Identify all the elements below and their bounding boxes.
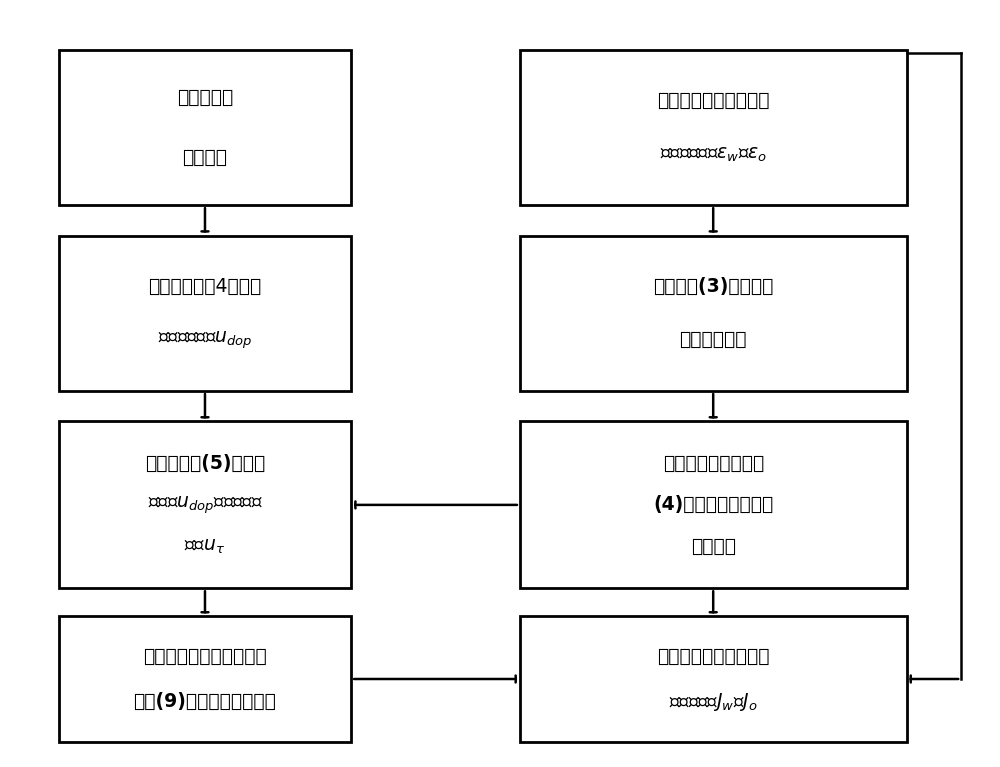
Text: 结合分相含率计算两相: 结合分相含率计算两相 (657, 647, 769, 666)
Bar (59, 235, 351, 391)
Text: 平均流速: 平均流速 (691, 537, 736, 556)
Bar (59, 421, 351, 588)
Text: 采集电学传感器信号并: 采集电学传感器信号并 (657, 91, 769, 110)
Text: 采集超声多: 采集超声多 (177, 87, 233, 107)
Text: 根据公式(3)计算管道: 根据公式(3)计算管道 (653, 277, 773, 296)
Text: 勒速度$u_{dop}$计算边界层: 勒速度$u_{dop}$计算边界层 (148, 494, 262, 515)
Text: 内的流速分布: 内的流速分布 (679, 331, 747, 350)
Bar (59, 50, 351, 206)
Bar (520, 617, 907, 742)
Bar (520, 421, 907, 588)
Bar (520, 50, 907, 206)
Text: 流分相流速$\mathit{J_w}$与$\mathit{J_o}$: 流分相流速$\mathit{J_w}$与$\mathit{J_o}$ (669, 691, 757, 713)
Text: 计算分相含率$\mathit{\varepsilon_w}$与$\mathit{\varepsilon_o}$: 计算分相含率$\mathit{\varepsilon_w}$与$\mathit{… (660, 144, 767, 163)
Text: 计算测量空间4中的超: 计算测量空间4中的超 (148, 277, 262, 296)
Text: (4)计算测量空间中的: (4)计算测量空间中的 (653, 495, 773, 515)
Text: 普勒信号: 普勒信号 (182, 148, 227, 167)
Text: 根据边界层流速定义与关: 根据边界层流速定义与关 (143, 647, 267, 666)
Bar (59, 617, 351, 742)
Bar (520, 235, 907, 391)
Text: 根据关系式(5)与多普: 根据关系式(5)与多普 (145, 453, 265, 472)
Text: 流速$u_{\tau}$: 流速$u_{\tau}$ (184, 537, 225, 556)
Text: 声多普勒速度$u_{dop}$: 声多普勒速度$u_{dop}$ (158, 329, 252, 351)
Text: 系式(9)计算两相流总流速: 系式(9)计算两相流总流速 (134, 693, 276, 711)
Text: 根据流速分布与公式: 根据流速分布与公式 (663, 453, 764, 472)
